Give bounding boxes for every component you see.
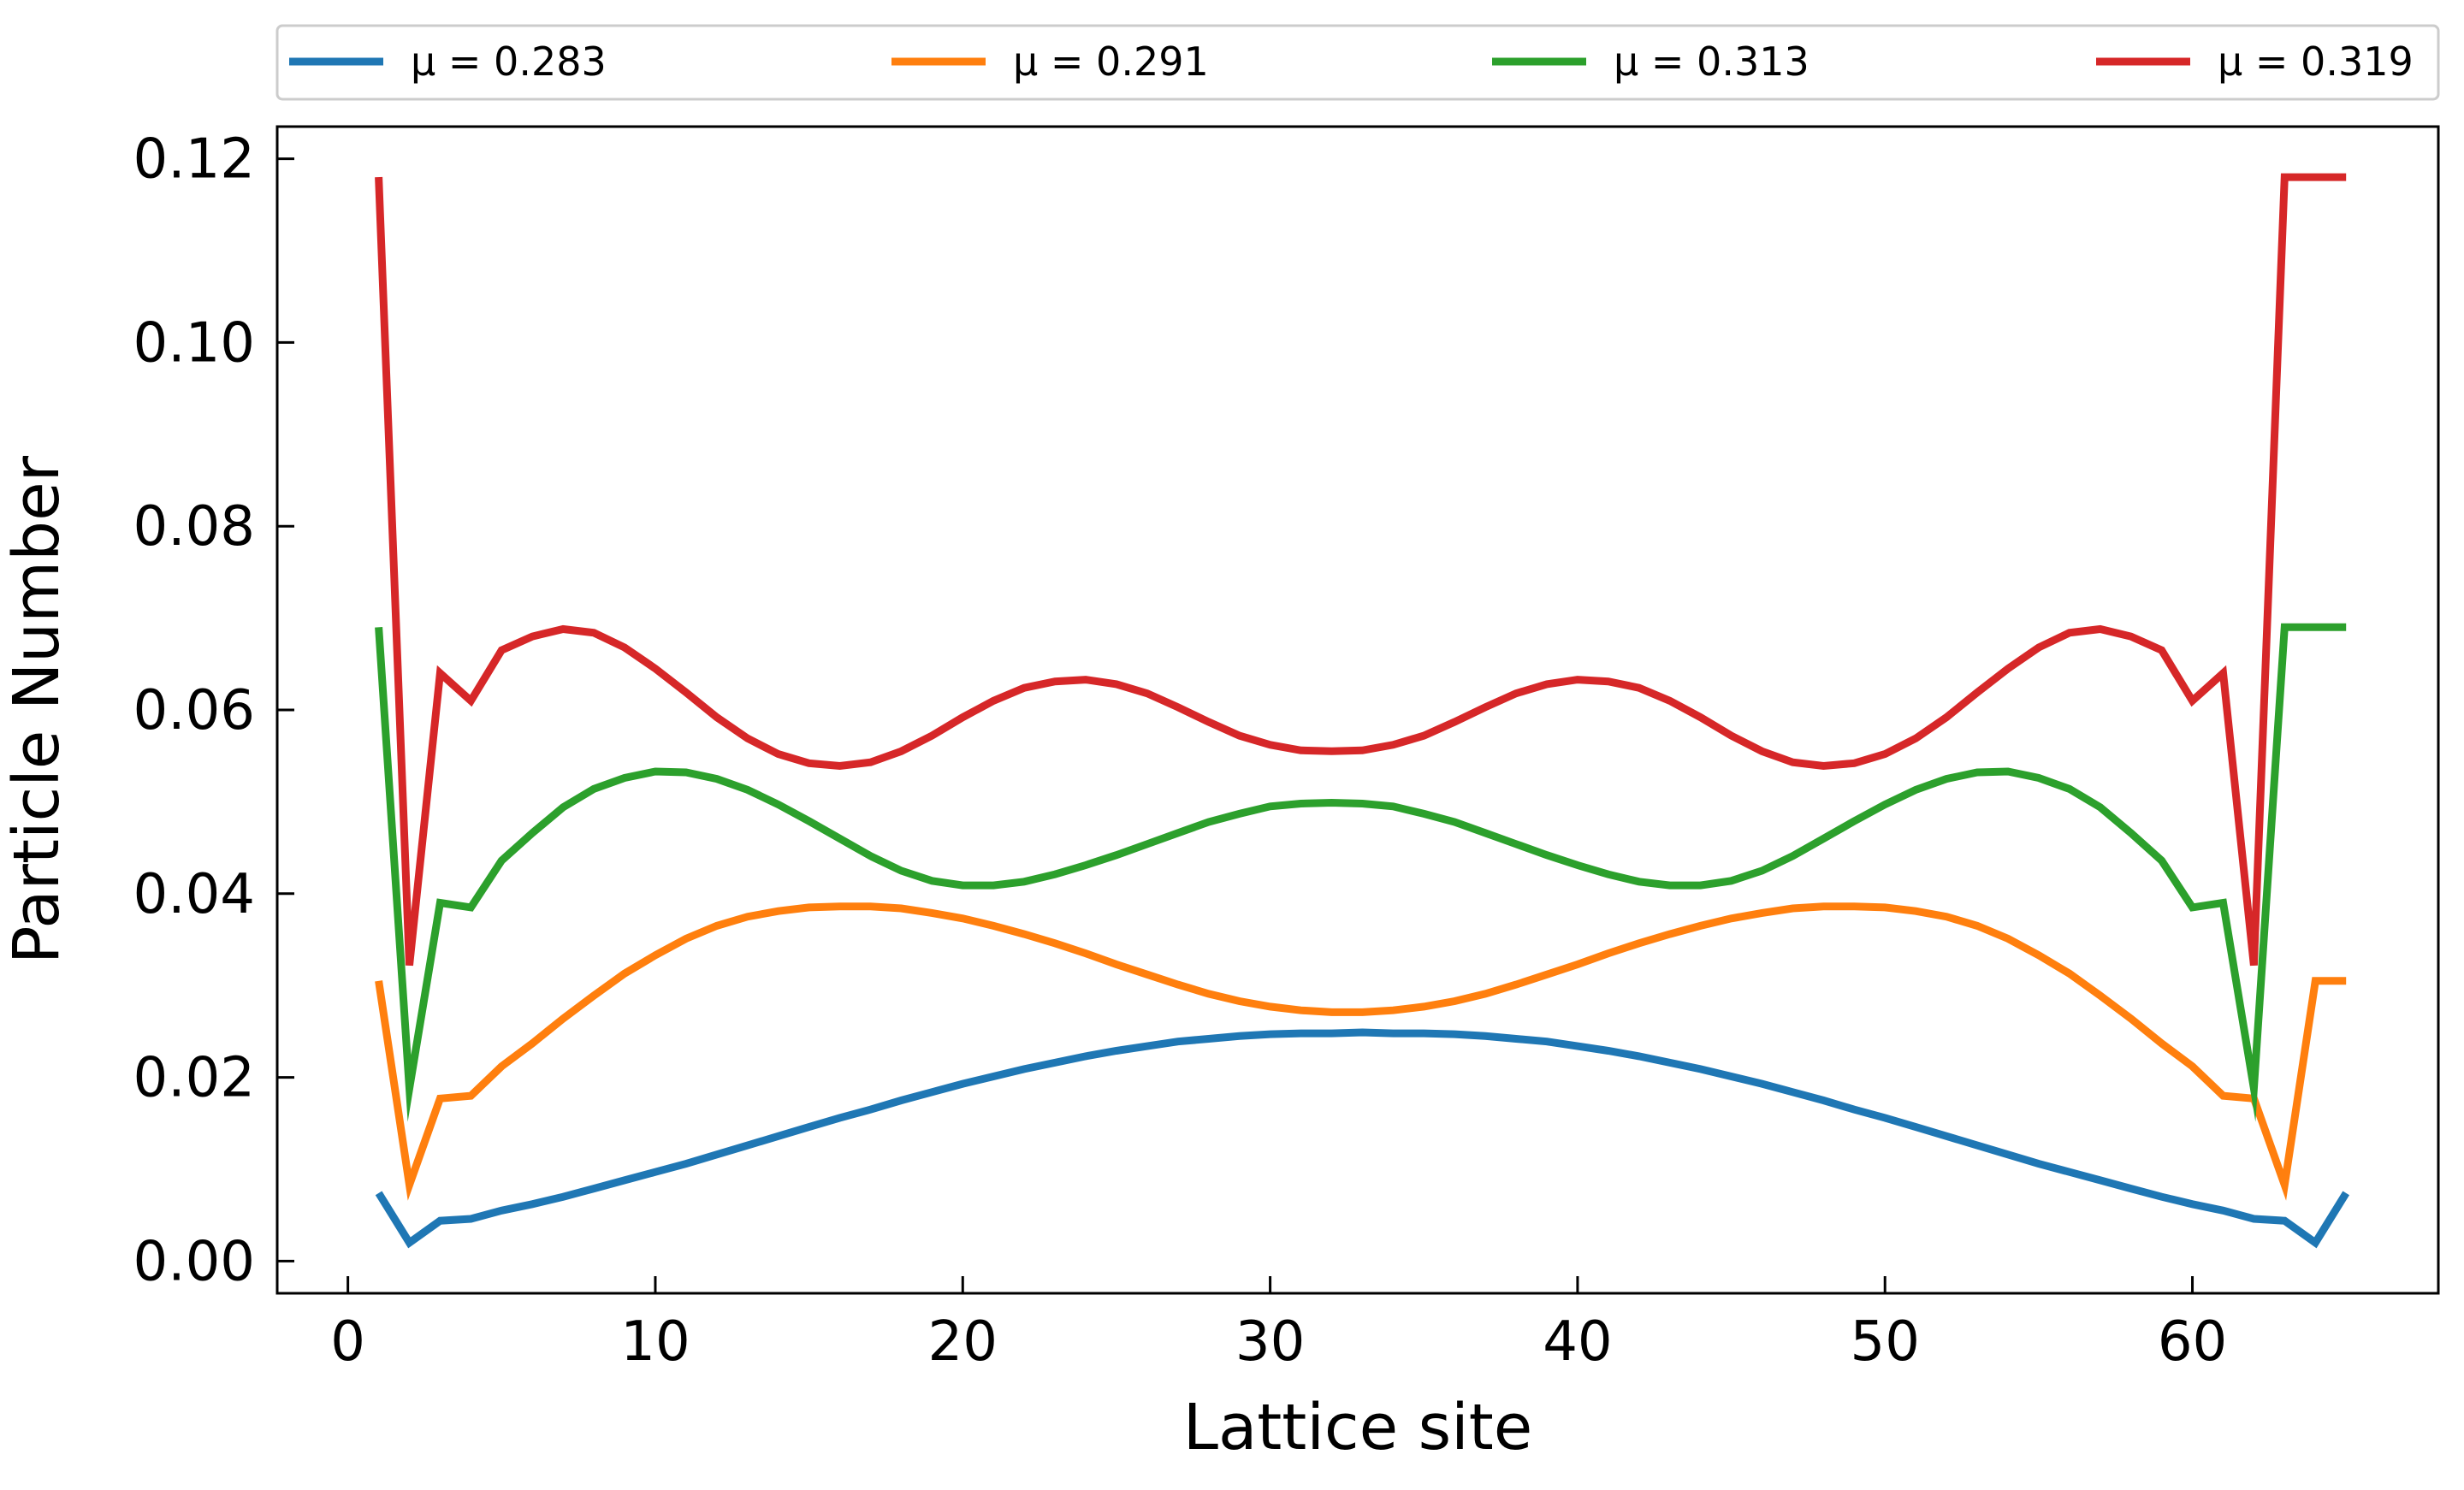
y-tick-label: 0.00 — [133, 1230, 256, 1293]
legend: μ = 0.283 μ = 0.291 μ = 0.313 μ = 0.319 — [275, 24, 2440, 101]
x-tick-label: 0 — [330, 1310, 365, 1374]
y-tick-label: 0.10 — [133, 311, 256, 375]
legend-label-2: μ = 0.291 — [1013, 38, 1209, 85]
y-tick-label: 0.08 — [133, 495, 256, 559]
legend-frame — [275, 24, 2440, 101]
series-line-2 — [375, 902, 2347, 1201]
x-tick-label: 40 — [1543, 1310, 1612, 1374]
series-layer — [375, 173, 2350, 1249]
y-axis-title: Particle Number — [0, 455, 74, 964]
series-line-3 — [375, 623, 2347, 1122]
x-tick-label: 10 — [620, 1310, 690, 1374]
x-axis-title: Lattice site — [1183, 1391, 1533, 1464]
x-tick-label: 20 — [928, 1310, 998, 1374]
y-tick-label: 0.04 — [133, 863, 256, 926]
legend-label-1: μ = 0.283 — [411, 38, 607, 85]
plot-area-frame — [275, 125, 2440, 1295]
series-line-4 — [375, 173, 2347, 967]
legend-label-3: μ = 0.313 — [1614, 38, 1810, 85]
y-tick-label: 0.02 — [133, 1047, 256, 1110]
legend-label-4: μ = 0.319 — [2218, 38, 2414, 85]
y-tick-label: 0.12 — [133, 128, 256, 192]
series-line-1 — [375, 1028, 2350, 1249]
x-tick-label: 60 — [2158, 1310, 2227, 1374]
ticks-layer: 0 10 20 30 40 50 60 0.00 0.02 0.04 0.06 0.08 0.10 0.1… — [133, 128, 2228, 1374]
x-tick-label: 50 — [1851, 1310, 1920, 1374]
y-tick-label: 0.06 — [133, 679, 256, 742]
x-tick-label: 30 — [1235, 1310, 1305, 1374]
